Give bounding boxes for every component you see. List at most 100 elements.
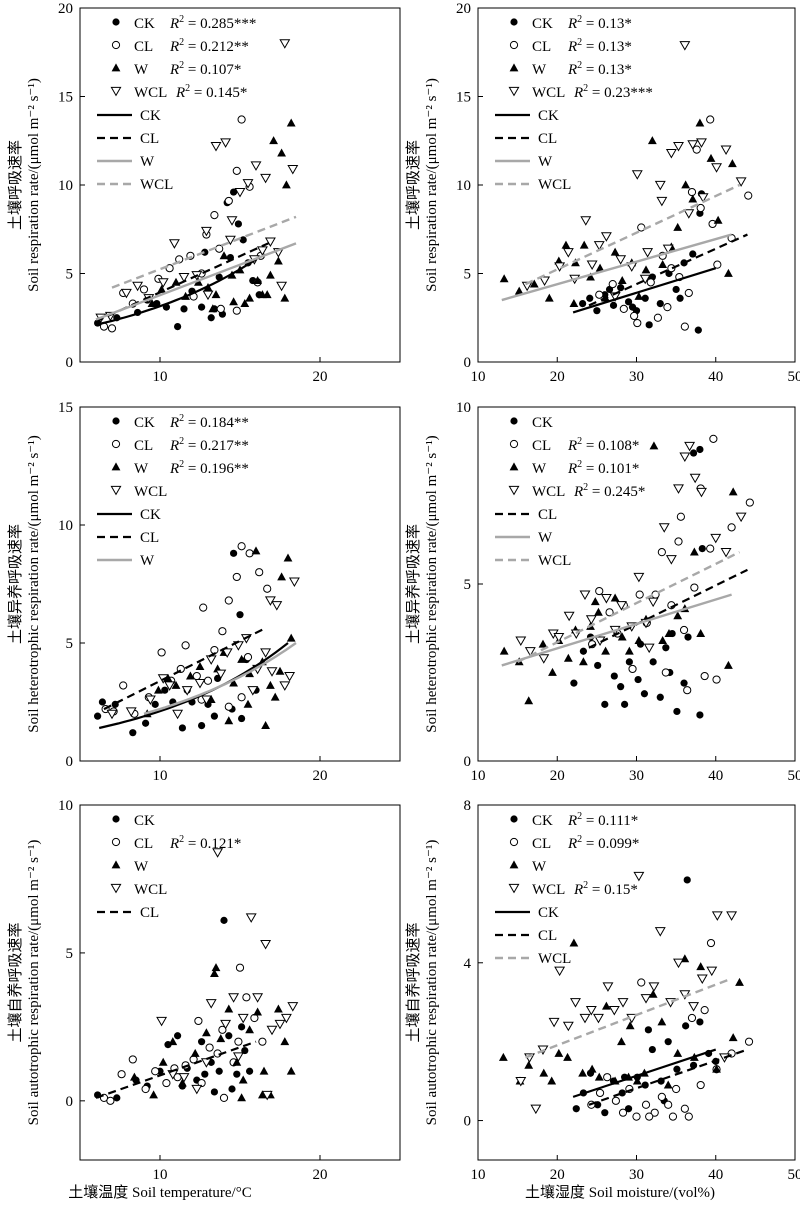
data-point-WCL — [205, 999, 217, 1009]
data-point-WCL — [245, 913, 257, 923]
data-point-CL — [680, 1104, 689, 1113]
data-point-WCL — [600, 594, 612, 604]
data-point-W — [266, 270, 275, 279]
data-point-WCL — [530, 1104, 542, 1115]
data-point-CL — [210, 210, 219, 220]
legend-line-label: CL — [538, 928, 557, 944]
legend-marker-CL — [111, 40, 121, 50]
legend-line-label: W — [140, 553, 155, 569]
data-point-CK — [207, 314, 215, 322]
legend-r2: R2 = 0.217** — [169, 436, 249, 454]
x-tick-label: 50 — [788, 369, 800, 385]
data-point-CL — [645, 1112, 654, 1121]
legend-marker-CL — [111, 837, 121, 847]
data-point-WCL — [631, 170, 643, 180]
legend-line-label: CL — [538, 131, 557, 147]
data-point-WCL — [202, 290, 214, 301]
y-tick-label: 15 — [58, 400, 73, 416]
data-point-CK — [113, 1094, 121, 1102]
legend-line-label: CL — [140, 530, 159, 546]
data-point-W — [219, 251, 229, 260]
series-W — [498, 938, 744, 1089]
data-point-CL — [263, 584, 272, 593]
legend-label: W — [532, 859, 547, 875]
data-point-CK — [239, 236, 247, 244]
plot-frame — [477, 804, 796, 1161]
data-point-CL — [595, 290, 604, 299]
data-point-CK — [649, 658, 657, 666]
data-point-CL — [237, 542, 246, 551]
x-tick-label: 10 — [153, 768, 168, 784]
data-point-W — [641, 265, 651, 274]
data-point-CL — [657, 548, 666, 557]
data-point-WCL — [132, 281, 144, 292]
x-tick-label: 10 — [153, 369, 168, 385]
legend-r2: R2 = 0.145* — [175, 83, 247, 101]
y-axis-label-cn: 土壤呼吸速率 — [404, 140, 422, 230]
data-point-W — [610, 247, 620, 256]
data-point-W — [524, 696, 534, 705]
data-point-W — [154, 685, 163, 694]
data-point-W — [594, 607, 603, 616]
y-tick-label: 10 — [456, 178, 471, 194]
data-point-WCL — [654, 927, 666, 937]
data-point-CL — [232, 306, 241, 315]
y-axis-label-cn: 土壤自养呼吸速率 — [404, 922, 422, 1042]
legend-label: CK — [134, 16, 155, 32]
data-point-CK — [644, 1026, 652, 1034]
legend-label: WCL — [134, 85, 167, 101]
x-tick-label: 10 — [153, 1167, 168, 1183]
data-point-W — [211, 290, 221, 299]
y-tick-label: 10 — [456, 400, 471, 416]
legend-label: CK — [532, 16, 553, 32]
data-point-W — [634, 291, 644, 300]
data-point-WCL — [266, 667, 278, 677]
fit-line-CL — [588, 1048, 748, 1106]
data-point-WCL — [562, 1021, 574, 1032]
data-point-W — [190, 1048, 200, 1057]
data-point-W — [658, 260, 668, 269]
data-point-CL — [696, 1080, 705, 1090]
data-point-W — [253, 275, 262, 284]
legend-marker-WCL — [110, 883, 122, 894]
data-point-CL — [690, 583, 699, 592]
y-axis-label-en: Soil respiration rate/(μmol m⁻² s⁻¹) — [424, 78, 440, 292]
data-point-CL — [630, 311, 639, 321]
legend-label: CL — [532, 438, 551, 454]
fit-line-W — [501, 233, 732, 302]
data-point-CK — [230, 188, 238, 196]
data-point-WCL — [144, 695, 156, 706]
data-point-CK — [225, 1032, 233, 1040]
data-point-WCL — [593, 241, 605, 251]
data-point-CL — [595, 1088, 605, 1098]
data-point-WCL — [726, 911, 738, 921]
data-point-CK — [621, 700, 629, 708]
y-tick-label: 15 — [456, 90, 471, 106]
legend-label: CL — [532, 39, 551, 55]
legend-label: WCL — [134, 484, 167, 500]
y-tick-label: 8 — [464, 798, 472, 814]
data-point-W — [245, 293, 254, 302]
data-point-CK — [174, 323, 182, 331]
data-point-CK — [624, 298, 633, 306]
data-point-W — [587, 1064, 597, 1073]
data-point-W — [524, 1060, 534, 1069]
data-point-WCL — [585, 1006, 597, 1016]
x-tick-label: 50 — [788, 1167, 800, 1183]
data-point-WCL — [602, 982, 614, 992]
data-point-WCL — [261, 1090, 273, 1101]
series-CL — [595, 115, 753, 331]
data-point-W — [229, 297, 238, 306]
legend-r2-value: 0.107* — [200, 62, 241, 78]
data-point-W — [258, 290, 267, 299]
data-point-CK — [215, 1067, 223, 1075]
data-point-CK — [230, 549, 238, 557]
data-point-W — [681, 180, 691, 189]
y-axis-label-en: Soil heterotrophic respiration rate/(μmo… — [26, 435, 42, 732]
legend-marker-WCL — [110, 86, 122, 97]
data-point-CL — [708, 219, 717, 229]
y-tick-label: 20 — [456, 1, 471, 17]
data-point-CK — [656, 693, 664, 701]
y-tick-label: 5 — [66, 267, 74, 283]
data-point-CL — [700, 671, 709, 681]
